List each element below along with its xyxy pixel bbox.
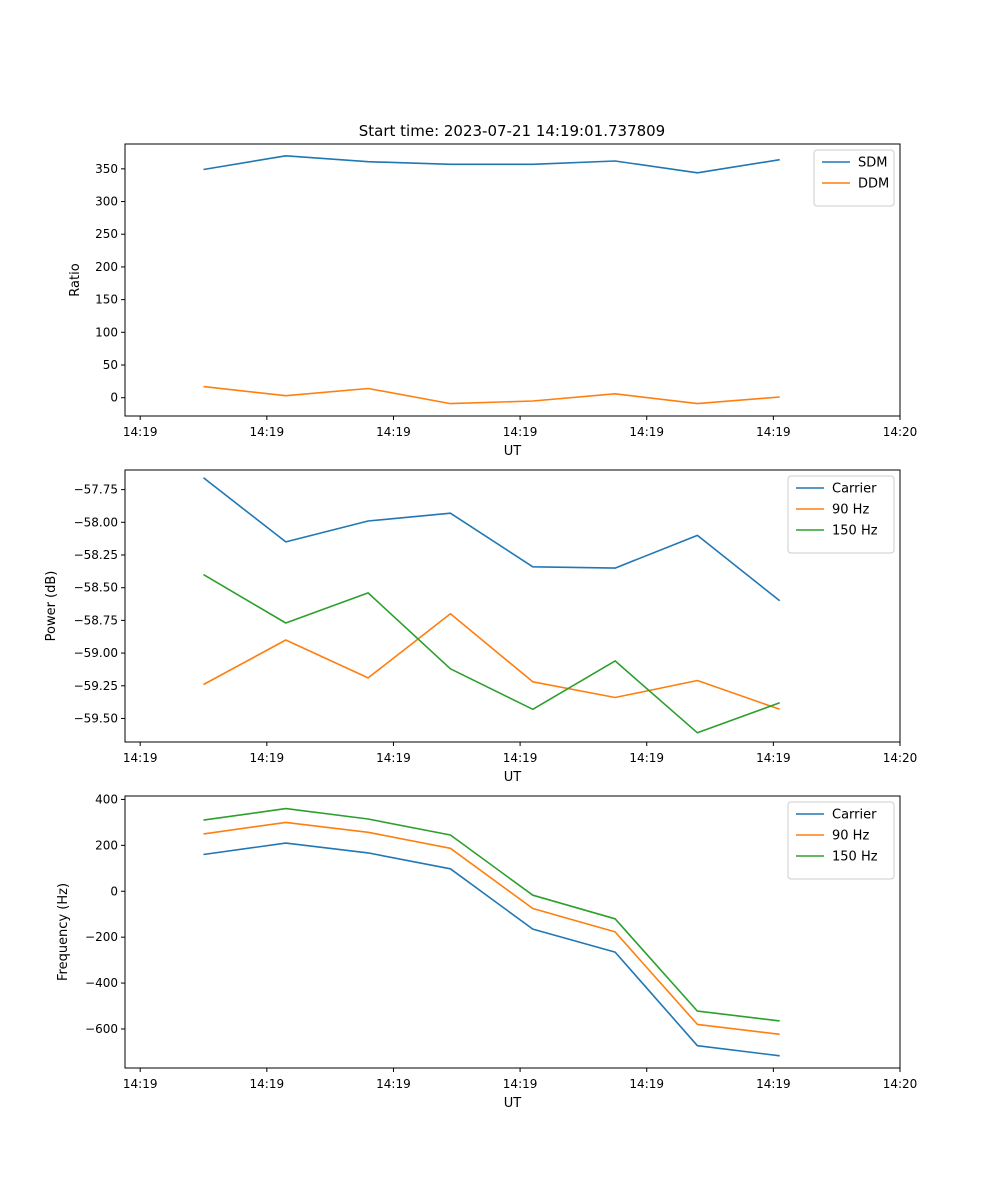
legend-label: DDM [858, 177, 889, 192]
power-axes-frame [124, 469, 901, 743]
y-tick-label: −58.50 [74, 581, 118, 595]
y-tick-label: −58.00 [74, 515, 118, 529]
y-tick-label: 150 [95, 293, 118, 307]
x-tick-label: 14:19 [503, 1077, 538, 1091]
power-y-axis-label: Power (dB) [44, 571, 59, 642]
y-tick-label: 300 [95, 195, 118, 209]
y-tick-label: −57.75 [74, 483, 118, 497]
y-tick-label: −58.25 [74, 548, 118, 562]
x-tick-label: 14:19 [756, 1077, 791, 1091]
y-tick-label: 200 [95, 260, 118, 274]
legend-label: 150 Hz [832, 850, 878, 865]
x-tick-label: 14:19 [503, 425, 538, 439]
x-tick-label: 14:19 [250, 1077, 285, 1091]
y-tick-label: 200 [95, 838, 118, 852]
power-series-150-hz [203, 573, 780, 734]
ratio-x-axis-label: UT [504, 444, 522, 459]
y-tick-label: −59.50 [74, 711, 118, 725]
x-tick-label: 14:20 [883, 1077, 918, 1091]
x-tick-label: 14:19 [123, 425, 158, 439]
x-tick-label: 14:19 [123, 1077, 158, 1091]
x-tick-label: 14:19 [756, 425, 791, 439]
y-tick-label: 100 [95, 325, 118, 339]
x-tick-label: 14:19 [629, 751, 664, 765]
ratio-axes-frame [124, 143, 901, 417]
legend-label: 90 Hz [832, 503, 869, 518]
y-tick-label: 50 [103, 358, 118, 372]
x-tick-label: 14:19 [250, 751, 285, 765]
legend-label: 150 Hz [832, 524, 878, 539]
y-tick-label: −59.00 [74, 646, 118, 660]
legend-label: 90 Hz [832, 829, 869, 844]
y-tick-label: 250 [95, 227, 118, 241]
y-tick-label: −58.75 [74, 613, 118, 627]
y-tick-label: −600 [85, 1022, 118, 1036]
x-tick-label: 14:19 [376, 1077, 411, 1091]
frequency-axes-frame [124, 795, 901, 1069]
frequency-legend: Carrier 90 Hz 150 Hz [787, 801, 895, 880]
legend-label: Carrier [832, 482, 877, 497]
power-panel: 14:19 14:19 14:19 14:19 14:19 14:19 14:20 −59.5… [44, 469, 918, 785]
x-tick-label: 14:19 [376, 425, 411, 439]
frequency-series-150-hz [203, 807, 780, 1022]
x-tick-label: 14:19 [629, 425, 664, 439]
x-tick-label: 14:20 [883, 425, 918, 439]
y-tick-label: 0 [110, 391, 118, 405]
power-x-axis-label: UT [504, 770, 522, 785]
figure-title: Start time: 2023-07-21 14:19:01.737809 [359, 122, 665, 140]
x-tick-label: 14:19 [503, 751, 538, 765]
power-series-carrier [203, 477, 781, 602]
legend-label: SDM [858, 156, 887, 171]
x-tick-label: 14:20 [883, 751, 918, 765]
y-tick-label: −59.25 [74, 679, 118, 693]
x-tick-label: 14:19 [123, 751, 158, 765]
frequency-x-axis-label: UT [504, 1096, 522, 1111]
y-tick-label: 400 [95, 792, 118, 806]
frequency-series-90-hz [203, 821, 780, 1036]
y-tick-label: 0 [110, 884, 118, 898]
frequency-y-axis-label: Frequency (Hz) [56, 883, 71, 981]
ratio-series-ddm [203, 385, 780, 405]
ratio-y-axis-label: Ratio [68, 263, 83, 296]
power-series-90-hz [203, 612, 780, 711]
frequency-series-carrier [203, 842, 780, 1057]
x-tick-label: 14:19 [250, 425, 285, 439]
legend-box [813, 149, 895, 207]
legend-label: Carrier [832, 808, 877, 823]
x-tick-label: 14:19 [629, 1077, 664, 1091]
frequency-panel: 14:19 14:19 14:19 14:19 14:19 14:19 14:20 −600 −… [56, 792, 917, 1111]
y-tick-label: −200 [85, 930, 118, 944]
x-tick-label: 14:19 [376, 751, 411, 765]
y-tick-label: −400 [85, 976, 118, 990]
ratio-legend: SDM DDM [813, 149, 895, 207]
power-legend: Carrier 90 Hz 150 Hz [787, 475, 895, 554]
legend-box [787, 475, 895, 554]
ratio-panel: 14:19 14:19 14:19 14:19 14:19 14:19 14:20 0 50 10… [68, 143, 918, 459]
y-tick-label: 350 [95, 162, 118, 176]
legend-box [787, 801, 895, 880]
x-tick-label: 14:19 [756, 751, 791, 765]
ratio-series-sdm [203, 155, 780, 174]
